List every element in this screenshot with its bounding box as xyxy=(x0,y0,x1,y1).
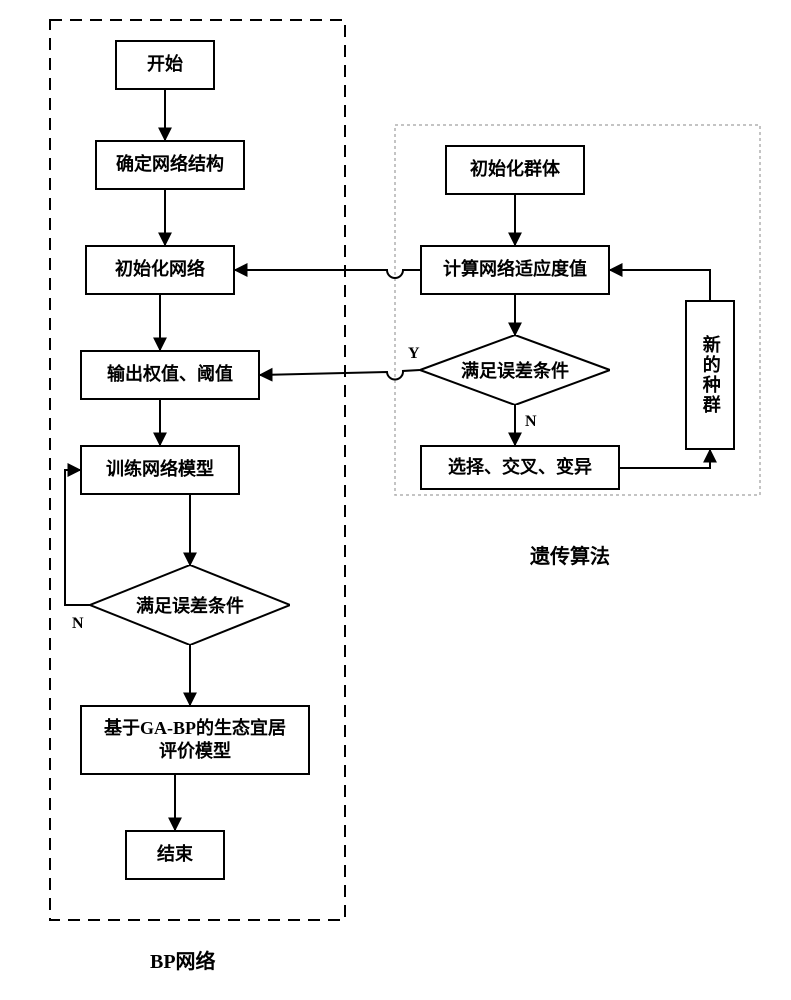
edge-gaop-newpop xyxy=(620,450,710,468)
node-initnet: 初始化网络 xyxy=(85,245,235,295)
edge-label-cond2-n: N xyxy=(525,413,537,431)
node-output: 输出权值、阈值 xyxy=(80,350,260,400)
ga-region-label: 遗传算法 xyxy=(530,540,610,569)
edge-newpop-fitness xyxy=(610,270,710,300)
node-cond2: 满足误差条件 xyxy=(420,335,610,405)
edge-label-cond1-n: N xyxy=(72,615,84,633)
node-start: 开始 xyxy=(115,40,215,90)
node-end: 结束 xyxy=(125,830,225,880)
node-gaop: 选择、交叉、变异 xyxy=(420,445,620,490)
node-struct: 确定网络结构 xyxy=(95,140,245,190)
node-cond1-label: 满足误差条件 xyxy=(90,565,290,645)
node-model: 基于GA-BP的生态宜居 评价模型 xyxy=(80,705,310,775)
node-train: 训练网络模型 xyxy=(80,445,240,495)
edge-cond2-output xyxy=(260,370,420,380)
node-newpop: 新的种群 xyxy=(685,300,735,450)
edge-fitness-initnet xyxy=(235,270,420,278)
flowchart-canvas: BP网络 遗传算法 开始 确定网络结构 初始化网络 输出权值、阈值 训练网络模型… xyxy=(0,0,791,1000)
node-fitness: 计算网络适应度值 xyxy=(420,245,610,295)
edge-label-cond2-y: Y xyxy=(408,345,420,363)
node-cond1: 满足误差条件 xyxy=(90,565,290,645)
bp-region-label: BP网络 xyxy=(150,945,216,974)
node-initpop: 初始化群体 xyxy=(445,145,585,195)
node-cond2-label: 满足误差条件 xyxy=(420,335,610,405)
